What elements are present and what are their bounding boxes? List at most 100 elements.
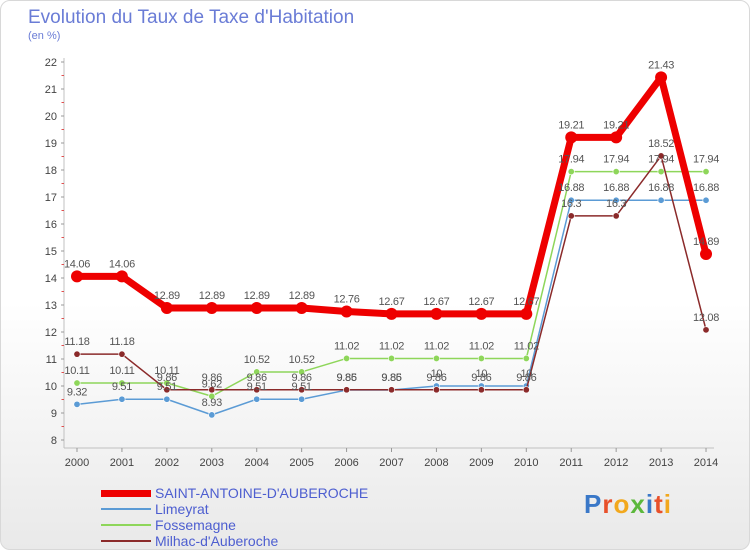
data-label-3: 9.86	[336, 372, 356, 384]
data-label-0: 14.06	[64, 258, 90, 270]
logo-letter: r	[602, 489, 614, 519]
data-label-3: 9.86	[202, 372, 222, 384]
data-label-2: 11.02	[469, 340, 494, 352]
data-label-1: 10	[476, 368, 488, 380]
data-label-2: 17.94	[603, 154, 629, 166]
data-label-3: 9.86	[157, 372, 177, 384]
y-tick-label: 19	[45, 138, 57, 150]
data-label-2: 10.11	[154, 365, 179, 377]
legend-label: Milhac-d'Auberoche	[155, 533, 279, 549]
data-point-2	[163, 379, 171, 387]
data-point-0	[610, 131, 623, 144]
line-chart: 8 9 10 11 12 13 14 15 16 17 18 19 20 21 22 2000 2001 2002…	[45, 57, 720, 469]
data-label-3: 9.86	[292, 372, 312, 384]
data-point-0	[295, 301, 308, 314]
data-label-2: 10.11	[64, 365, 89, 377]
y-tick-label: 8	[51, 435, 57, 447]
logo-letter: i	[663, 489, 672, 519]
x-tick-label: 2009	[469, 457, 493, 469]
x-tick-label: 2002	[155, 457, 179, 469]
logo-letter: i	[645, 489, 655, 519]
data-point-3	[73, 350, 81, 358]
data-point-0	[205, 301, 218, 314]
data-label-2: 17.94	[693, 154, 719, 166]
y-tick-label: 16	[45, 219, 57, 231]
data-point-2	[612, 168, 620, 176]
legend-swatch	[101, 524, 151, 526]
x-tick-label: 2001	[110, 457, 134, 469]
data-label-0: 14.89	[693, 236, 719, 248]
data-label-1: 9.51	[157, 381, 177, 393]
data-point-1	[208, 411, 216, 419]
data-label-3: 11.18	[64, 336, 89, 348]
data-point-3	[522, 386, 530, 394]
data-point-0	[430, 307, 443, 320]
legend-swatch	[101, 489, 151, 497]
data-label-0: 12.67	[513, 296, 539, 308]
data-point-3	[118, 350, 126, 358]
data-point-0	[385, 307, 398, 320]
data-label-3: 9.86	[471, 372, 491, 384]
data-point-1	[73, 400, 81, 408]
data-point-2	[567, 168, 575, 176]
data-label-0: 12.89	[244, 290, 270, 302]
y-tick-label: 21	[45, 84, 57, 96]
data-point-3	[298, 386, 306, 394]
y-tick-label: 12	[45, 327, 57, 339]
data-label-2: 11.02	[424, 340, 449, 352]
data-point-3	[432, 386, 440, 394]
chart-title: Evolution du Taux de Taxe d'Habitation	[28, 7, 355, 28]
x-tick-label: 2006	[334, 457, 358, 469]
data-point-2	[253, 368, 261, 376]
data-label-3: 11.18	[109, 336, 134, 348]
data-label-2: 11.02	[514, 340, 539, 352]
data-label-2: 17.94	[558, 154, 584, 166]
data-label-3: 9.86	[426, 372, 446, 384]
data-point-1	[567, 196, 575, 204]
data-point-3	[702, 326, 710, 334]
y-tick-label: 20	[45, 111, 57, 123]
x-tick-label: 2007	[379, 457, 403, 469]
data-label-0: 12.67	[423, 296, 449, 308]
data-label-1: 9.85	[336, 372, 356, 384]
data-point-1	[612, 196, 620, 204]
x-tick-label: 2010	[514, 457, 538, 469]
data-point-2	[477, 354, 485, 362]
data-point-3	[567, 212, 575, 220]
data-point-0	[340, 305, 353, 318]
data-point-0	[565, 131, 578, 144]
series-line-0	[73, 73, 710, 318]
data-point-3	[612, 212, 620, 220]
data-label-0: 21.43	[648, 59, 674, 71]
x-tick-label: 2012	[604, 457, 628, 469]
data-point-2	[118, 379, 126, 387]
data-point-3	[657, 152, 665, 160]
x-tick-label: 2000	[65, 457, 89, 469]
data-label-3: 16.3	[561, 198, 581, 210]
logo-letter: o	[613, 489, 631, 519]
x-tick-label: 2014	[694, 457, 718, 469]
data-label-1: 9.85	[381, 372, 401, 384]
data-label-0: 12.89	[154, 290, 180, 302]
data-label-2: 17.94	[648, 154, 674, 166]
data-label-1: 10	[520, 368, 532, 380]
data-point-0	[115, 270, 128, 283]
legend-label: Limeyrat	[155, 501, 209, 517]
data-point-1	[253, 395, 261, 403]
data-point-1	[657, 196, 665, 204]
x-tick-label: 2005	[289, 457, 313, 469]
x-tick-label: 2011	[559, 457, 583, 469]
data-point-2	[657, 168, 665, 176]
data-point-0	[250, 301, 263, 314]
data-label-1: 8.93	[202, 397, 222, 409]
y-tick-label: 17	[45, 192, 57, 204]
data-point-1	[298, 395, 306, 403]
y-tick-label: 18	[45, 165, 57, 177]
data-label-1: 9.51	[112, 381, 132, 393]
data-label-1: 9.51	[292, 381, 312, 393]
data-point-1	[702, 196, 710, 204]
data-label-0: 12.89	[199, 290, 225, 302]
data-point-3	[208, 386, 216, 394]
data-point-0	[475, 307, 488, 320]
